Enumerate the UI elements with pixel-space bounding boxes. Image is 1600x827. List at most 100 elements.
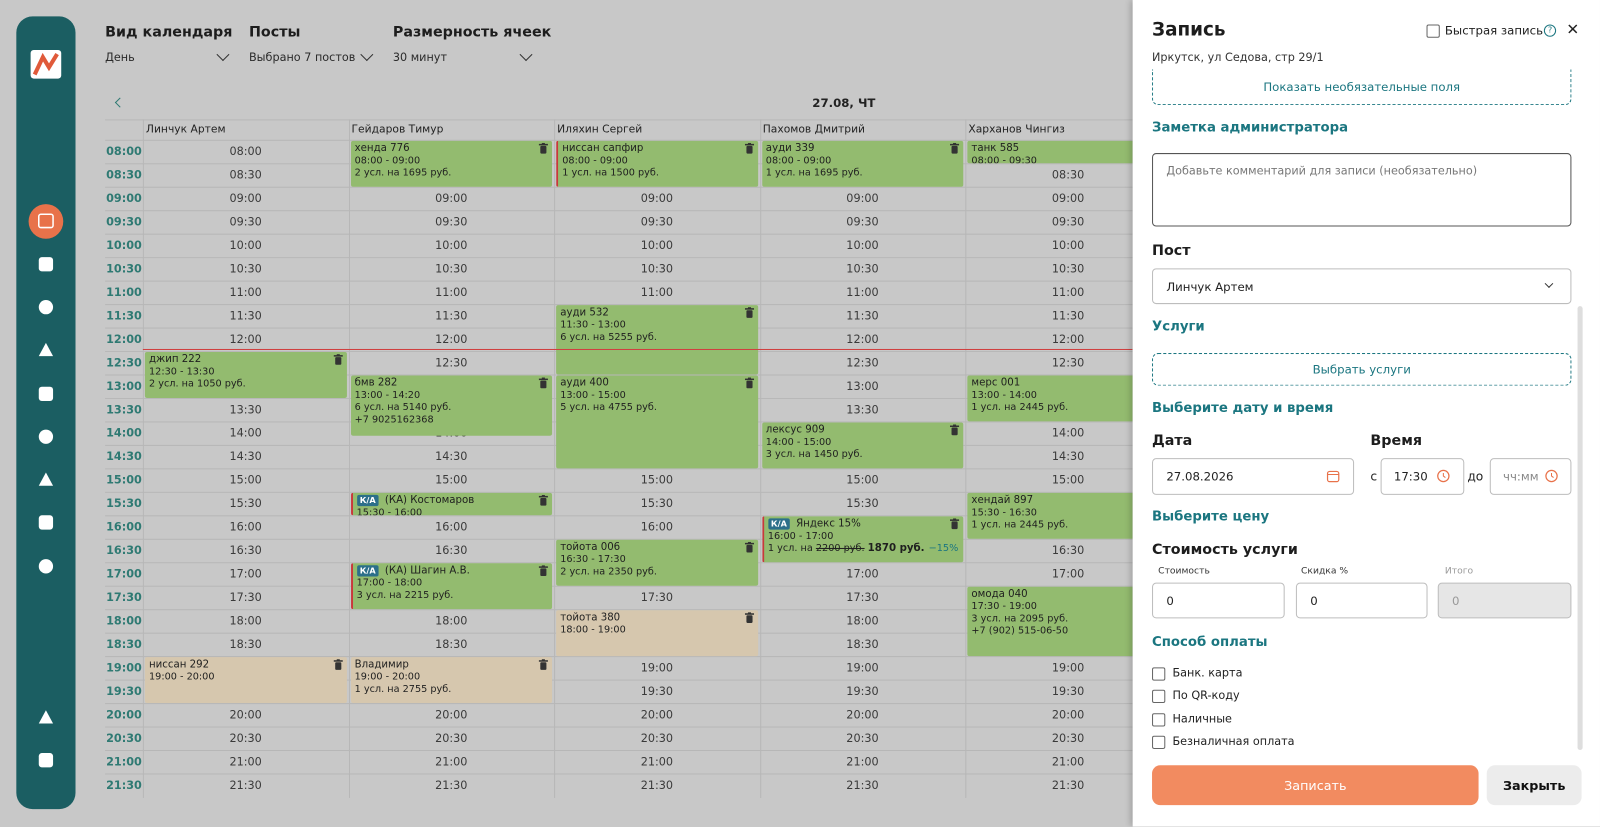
appointment[interactable]: хенда 776 08:00 - 09:00 2 усл. на 1695 руб… [350, 140, 553, 187]
close-icon[interactable]: ✕ [1566, 20, 1580, 39]
icon[interactable] [38, 213, 54, 229]
icon[interactable] [38, 386, 54, 402]
filter-value[interactable]: День [105, 51, 135, 65]
delete-icon[interactable] [538, 565, 548, 580]
appointment[interactable]: хендай 897 15:30 - 16:30 1 усл. на 2445 ру… [967, 492, 1133, 539]
filter-value[interactable]: 30 минут [392, 51, 447, 65]
appointment[interactable]: ауди 339 08:00 - 09:00 1 усл. на 1695 руб. [761, 140, 964, 187]
icon[interactable] [38, 299, 54, 315]
time-label: 19:00 [106, 661, 142, 675]
help-icon[interactable]: ? [1543, 24, 1557, 37]
appointment[interactable]: джип 222 12:30 - 13:30 2 усл. на 1050 руб. [144, 352, 347, 398]
appointment[interactable]: К/А Яндекс 15% 16:00 - 17:00 1 усл. на 2200 … [761, 516, 964, 563]
delete-icon[interactable] [744, 142, 754, 158]
appointment[interactable]: лексус 909 14:00 - 15:00 3 усл. на 1450 ру… [761, 422, 964, 469]
time-from-input[interactable]: 17:30 [1380, 458, 1465, 495]
delete-icon[interactable] [744, 541, 754, 557]
calendar-icon[interactable] [1326, 469, 1340, 483]
delete-icon[interactable] [333, 659, 343, 674]
payment-label[interactable]: Безналичная оплата [1172, 734, 1295, 748]
note-input[interactable]: Добавьте комментарий для записи (необяза… [1152, 153, 1572, 227]
title-row: ниссан сапфир [562, 143, 753, 155]
appointment[interactable]: мерс 001 13:00 - 14:00 1 усл. на 2445 руб. [967, 375, 1133, 422]
services-button[interactable]: Выбрать услуги [1152, 353, 1572, 386]
row-line [105, 468, 1133, 470]
close-button[interactable]: Закрыть [1486, 765, 1582, 806]
appointment[interactable]: бмв 282 13:00 - 14:20 6 усл. на 5140 руб. +… [350, 375, 553, 436]
appointment-line: 13:00 - 14:00 [971, 389, 1037, 402]
cost-input[interactable]: 0 [1152, 582, 1285, 619]
payment-checkbox[interactable] [1152, 735, 1166, 749]
delete-icon[interactable] [538, 659, 548, 674]
appointment[interactable]: Владимир 19:00 - 20:00 1 усл. на 2755 руб. [350, 657, 553, 704]
appointment[interactable]: танк 585 08:00 - 09:30 [967, 140, 1133, 164]
payment-checkbox[interactable] [1152, 712, 1166, 727]
time-label: 14:30 [106, 449, 142, 464]
payment-checkbox[interactable] [1152, 667, 1166, 681]
time-to-input[interactable]: чч:мм [1489, 458, 1572, 495]
icon[interactable] [38, 342, 54, 357]
appointment[interactable]: К/А (КА) Шагин А.В. 17:00 - 18:00 3 усл. на… [350, 563, 553, 610]
date-input[interactable]: 27.08.2026 [1152, 458, 1355, 495]
appointment-line: 2 усл. на 1695 руб. [354, 167, 452, 179]
delete-icon[interactable] [538, 377, 548, 393]
time-cell: 12:00 [846, 332, 879, 346]
payment-label[interactable]: Наличные [1172, 711, 1232, 726]
icon[interactable] [38, 710, 54, 724]
total-input: 0 [1437, 582, 1572, 619]
time-cell: 15:00 [229, 473, 262, 487]
icon[interactable] [38, 257, 54, 272]
appointment[interactable]: ниссан 292 19:00 - 20:00 [144, 657, 347, 704]
appointment[interactable]: К/А (КА) Костомаров 15:30 - 16:00 [350, 492, 553, 516]
icon[interactable] [28, 204, 64, 239]
delete-icon[interactable] [949, 518, 960, 533]
time-cell: 19:30 [846, 684, 879, 698]
time-label: 13:30 [106, 403, 142, 417]
post-select[interactable]: Линчук Артем [1152, 268, 1572, 305]
delete-icon[interactable] [333, 354, 343, 369]
appointment[interactable]: ауди 400 13:00 - 15:00 5 усл. на 4755 руб. [556, 375, 758, 469]
payment-label[interactable]: По QR-коду [1172, 689, 1240, 703]
appointment[interactable]: тойота 380 18:00 - 19:00 [556, 610, 758, 657]
icon[interactable] [38, 559, 54, 574]
icon[interactable] [38, 753, 54, 768]
submit-button[interactable]: Записать [1152, 765, 1479, 806]
icon[interactable] [38, 472, 54, 486]
delete-icon[interactable] [538, 494, 548, 510]
icon[interactable] [32, 52, 59, 76]
clock-icon[interactable] [1437, 469, 1450, 483]
icon[interactable] [38, 429, 54, 444]
time-cell: 20:30 [435, 731, 468, 745]
icon[interactable] [38, 515, 54, 530]
time-cell: 15:30 [229, 496, 262, 511]
delete-icon[interactable] [744, 307, 754, 322]
payment-checkbox[interactable] [1152, 690, 1166, 704]
discount-input[interactable]: 0 [1295, 582, 1428, 619]
optional-fields[interactable]: Показать необязательные поля [1152, 69, 1572, 106]
appointment-title: хенда 776 [354, 142, 410, 155]
appointment[interactable]: тойота 006 16:30 - 17:30 2 усл. на 2350 ру… [556, 539, 758, 586]
payment-label[interactable]: Банк. карта [1172, 666, 1243, 680]
delete-icon[interactable] [538, 142, 548, 158]
badge: К/А [356, 494, 379, 507]
title-row: хенда 776 [355, 143, 548, 155]
appointment[interactable]: омода 040 17:30 - 19:00 3 усл. на 2095 руб… [967, 586, 1133, 657]
appointment[interactable]: ниссан сапфир 08:00 - 09:00 1 усл. на 1500… [556, 140, 758, 187]
delete-icon[interactable] [949, 142, 960, 158]
time-cell: 10:00 [435, 238, 468, 253]
row-line [105, 538, 1133, 540]
delete-icon[interactable] [744, 377, 754, 393]
time-cell: 21:00 [640, 755, 674, 769]
clock-icon[interactable] [1545, 469, 1558, 483]
time-cell: 20:00 [229, 708, 262, 722]
appointment-title: ауди 339 [765, 142, 815, 155]
delete-icon[interactable] [949, 424, 960, 439]
field-label: Итого [1444, 566, 1474, 577]
time-label: 11:30 [106, 309, 142, 323]
quick-checkbox[interactable] [1426, 24, 1440, 38]
filter-value[interactable]: Выбрано 7 постов [248, 51, 356, 65]
title-row: мерс 001 [971, 378, 1132, 390]
delete-icon[interactable] [744, 612, 754, 627]
quick-label[interactable]: Быстрая запись [1444, 23, 1544, 38]
appointment[interactable]: ауди 532 11:30 - 13:00 6 усл. на 5255 руб. [556, 305, 758, 375]
